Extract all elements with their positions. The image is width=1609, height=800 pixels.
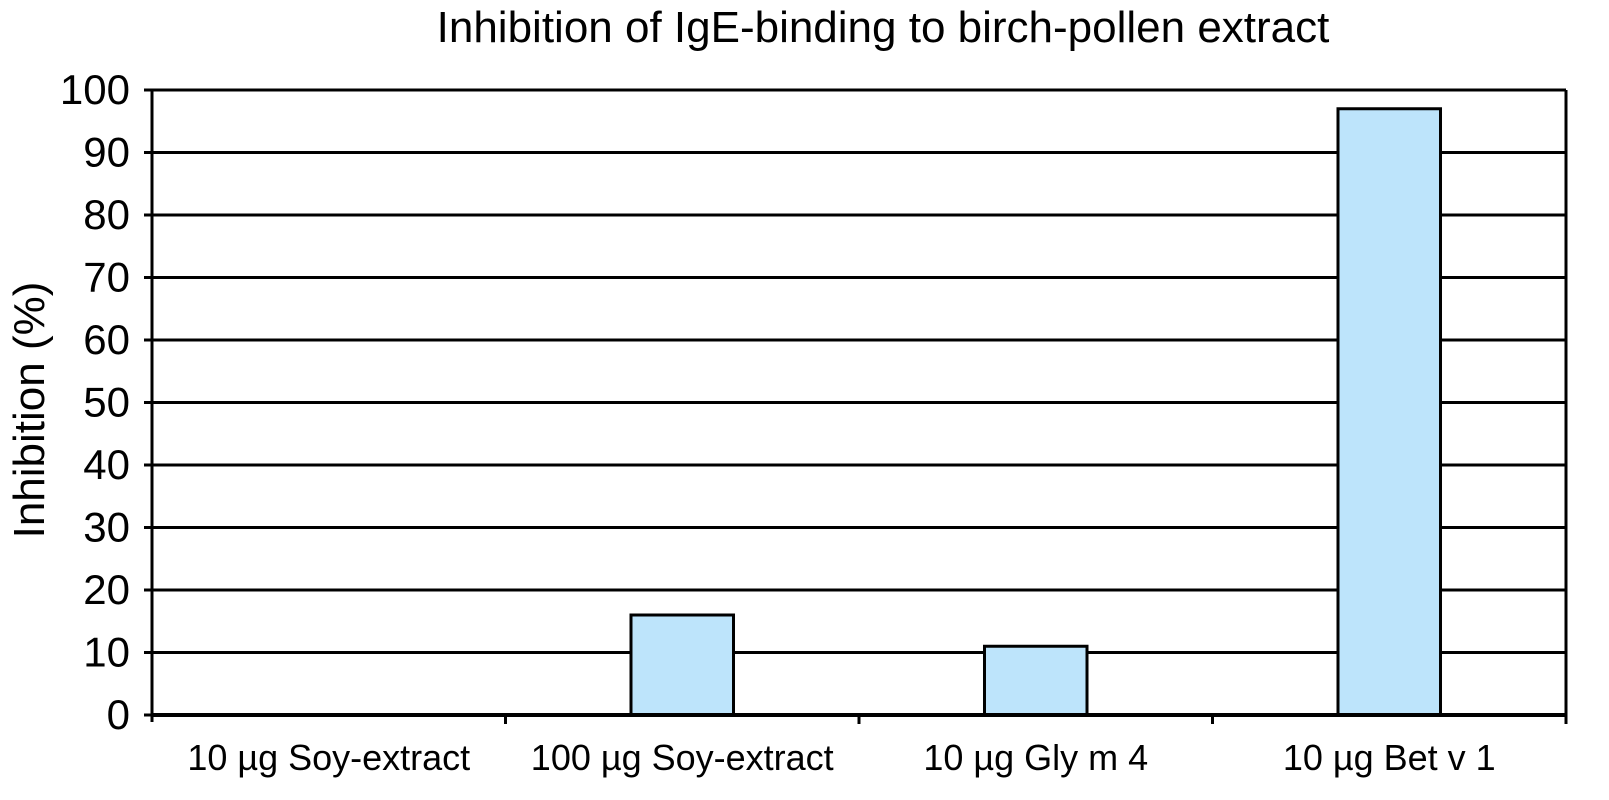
bar-2 <box>629 613 736 717</box>
bars <box>629 107 1443 717</box>
bar-4 <box>1336 107 1443 717</box>
x-tick-labels: 10 µg Soy-extract 100 µg Soy-extract 10 µg… <box>187 737 1495 778</box>
x-tick-label-1: 10 µg Soy-extract <box>187 737 470 778</box>
y-tick-label-80: 80 <box>83 191 130 238</box>
x-tick-label-2: 100 µg Soy-extract <box>531 737 834 778</box>
chart-title: Inhibition of IgE-binding to birch-polle… <box>437 3 1330 52</box>
y-axis-label: Inhibition (%) <box>5 282 54 539</box>
y-tick-label-90: 90 <box>83 129 130 176</box>
y-tick-label-100: 100 <box>60 66 130 113</box>
bar-3 <box>982 644 1089 717</box>
x-tick-label-3: 10 µg Gly m 4 <box>923 737 1148 778</box>
y-tick-label-40: 40 <box>83 441 130 488</box>
y-tick-label-20: 20 <box>83 566 130 613</box>
y-tick-label-30: 30 <box>83 504 130 551</box>
y-tick-label-10: 10 <box>83 629 130 676</box>
axes <box>144 88 1568 724</box>
y-tick-label-50: 50 <box>83 379 130 426</box>
y-tick-labels: 0 10 20 30 40 50 60 70 80 90 100 <box>60 66 130 738</box>
y-tick-label-60: 60 <box>83 316 130 363</box>
x-tick-label-4: 10 µg Bet v 1 <box>1283 737 1496 778</box>
y-tick-label-0: 0 <box>107 691 130 738</box>
y-tick-label-70: 70 <box>83 254 130 301</box>
